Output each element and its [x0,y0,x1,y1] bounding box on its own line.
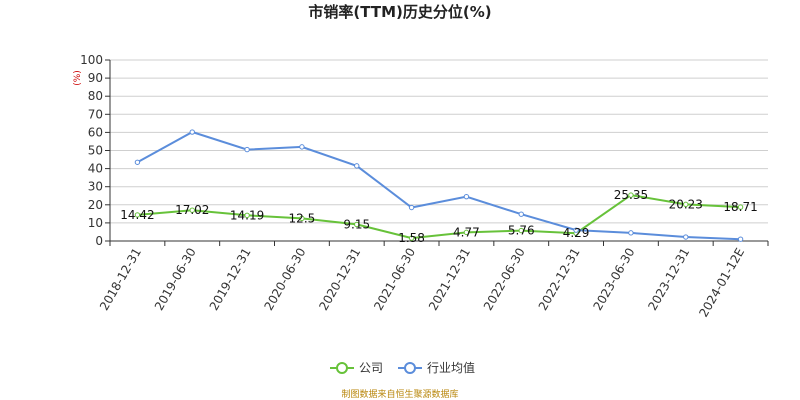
legend-label: 公司 [359,361,383,375]
series-layer [134,129,744,242]
data-label: 20.23 [669,197,703,211]
data-point [628,192,634,198]
data-label: 14.42 [120,208,154,222]
data-point [299,215,305,222]
data-label: 4.77 [453,225,480,239]
data-point [408,204,415,211]
y-tick-label: 80 [88,89,103,103]
data-label: 25.35 [614,188,648,202]
data-point [463,229,470,236]
data-point [628,230,634,236]
data-label: 5.76 [508,224,535,238]
data-point [737,236,744,242]
legend-item[interactable]: 公司 [330,361,383,375]
x-tick-label: 2022-06-30 [481,246,528,313]
data-point [134,159,141,165]
data-point [134,212,141,218]
data-point [683,234,689,240]
y-tick-label: 20 [88,198,103,212]
x-tick-label: 2018-12-31 [97,246,144,313]
data-point [299,144,305,150]
data-point [737,204,744,210]
x-tick-label: 2020-12-31 [316,246,363,313]
series-line [136,130,741,241]
x-tick-label: 2023-06-30 [591,246,638,313]
x-tick-label: 2021-06-30 [371,246,418,313]
legend-marker [336,362,348,374]
y-tick-label: 30 [88,180,103,194]
legend-label: 行业均值 [427,360,475,375]
data-label: 14.19 [230,208,264,222]
y-axis-unit: (%) [73,70,83,86]
data-label: 18.71 [723,200,757,214]
x-tick-label: 2021-12-31 [426,245,473,312]
data-point [518,211,524,217]
data-point [354,221,360,228]
data-labels: 14.42 17.02 14.19 12.5 9.15 1.58 4.77 5.76 4.29 2… [120,188,758,245]
x-tick-label: 2024-01-12E [696,246,747,320]
series-line [137,194,741,240]
x-axis: 2018-12-31 2019-06-30 2019-12-31 2020-06-30… [97,240,769,320]
source-note: 制图数据来自恒生聚源数据库 [341,388,458,400]
x-tick-label: 2022-12-31 [536,246,583,313]
data-label: 9.15 [343,217,370,231]
data-point [408,235,415,241]
data-point [189,129,195,135]
y-tick-label: 10 [88,216,103,230]
data-point [683,201,689,208]
data-label: 17.02 [175,203,209,217]
x-tick-label: 2019-06-30 [152,246,199,313]
data-point [244,212,250,219]
legend-item[interactable]: 行业均值 [398,360,475,375]
data-point [463,193,470,200]
data-label: 4.29 [563,226,590,240]
data-point [518,227,524,234]
legend-marker [404,362,416,374]
x-tick-label: 2019-12-31 [207,245,254,312]
y-tick-label: 40 [88,162,103,176]
y-axis: 0 10 20 30 40 50 60 70 80 90 100 [80,53,111,248]
y-tick-label: 60 [88,125,103,139]
data-label: 1.58 [398,231,425,245]
grid-lines [110,59,768,224]
data-label: 12.5 [289,211,316,225]
data-point [573,227,579,233]
chart-title: 市销率(TTM)历史分位(%) [308,3,491,21]
data-point [189,207,195,213]
data-point [354,163,360,169]
y-tick-label: 50 [88,144,103,158]
x-tick-label: 2020-06-30 [262,246,309,313]
data-point [244,146,250,153]
y-tick-label: 90 [88,71,103,85]
y-tick-label: 0 [95,234,103,248]
x-tick-label: 2023-12-31 [645,246,692,313]
y-tick-label: 100 [80,53,103,67]
legend[interactable]: 公司 行业均值 [330,360,475,375]
y-tick-label: 70 [88,107,103,121]
